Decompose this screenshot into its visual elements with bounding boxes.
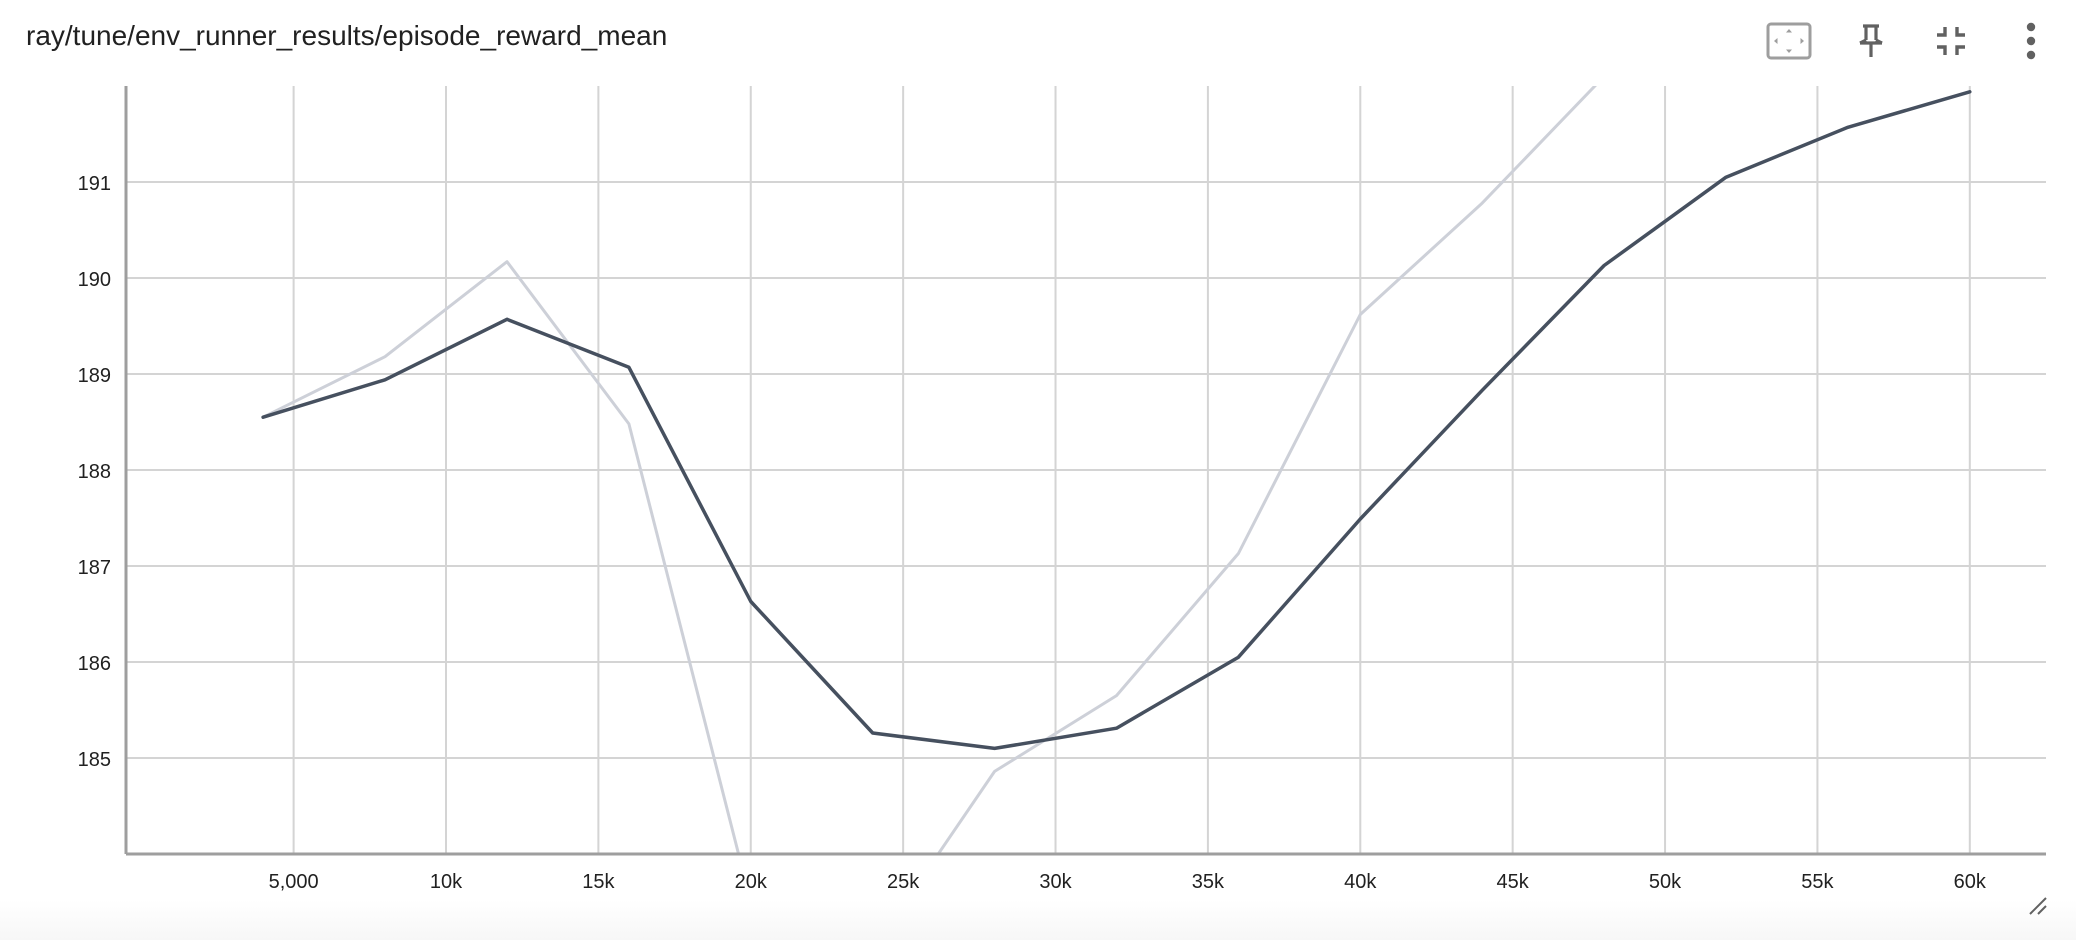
collapse-icon [1937,27,1965,55]
resize-handle[interactable] [2026,894,2048,916]
line-chart[interactable]: 5,000 10k 15k 20k 25k 30k 35k 40k 45k 50k 55k 60k 18… [0,0,2076,900]
axes [124,86,2046,856]
fit-domain-icon [1766,22,1812,60]
y-tick-label: 185 [78,749,111,771]
y-tick-label: 188 [78,461,111,483]
pin-icon [1859,24,1883,57]
x-tick-label: 15k [582,871,615,893]
x-tick-label: 40k [1344,871,1377,893]
y-tick-label: 191 [78,173,111,195]
more-vert-icon [2026,22,2036,60]
smoothed-series-line[interactable] [261,90,1972,751]
resize-icon [2029,897,2047,915]
series-lines [261,76,1972,900]
x-tick-label: 10k [430,871,463,893]
y-tick-label: 189 [78,365,111,387]
x-tick-label: 50k [1649,871,1682,893]
card-title: ray/tune/env_runner_results/episode_rewa… [26,20,668,51]
x-tick-label: 45k [1497,871,1530,893]
y-tick-label: 187 [78,557,111,579]
x-tick-label: 30k [1039,871,1072,893]
fit-domain-button[interactable] [1764,16,1814,66]
pin-button[interactable] [1846,16,1896,66]
footer-fade [0,900,2076,940]
collapse-button[interactable] [1926,16,1976,66]
tick-labels: 5,000 10k 15k 20k 25k 30k 35k 40k 45k 50k 55k 60k 18… [78,173,1987,893]
x-tick-label: 20k [735,871,768,893]
card-header: ray/tune/env_runner_results/episode_rewa… [0,0,2076,80]
x-tick-label: 5,000 [269,871,319,893]
y-tick-label: 186 [78,653,111,675]
x-tick-label: 35k [1192,871,1225,893]
x-tick-label: 55k [1801,871,1834,893]
more-options-button[interactable] [2006,16,2056,66]
raw-series-line[interactable] [261,76,1604,900]
x-tick-label: 25k [887,871,920,893]
grid-lines [126,86,2046,854]
y-tick-label: 190 [78,269,111,291]
x-tick-label: 60k [1954,871,1987,893]
